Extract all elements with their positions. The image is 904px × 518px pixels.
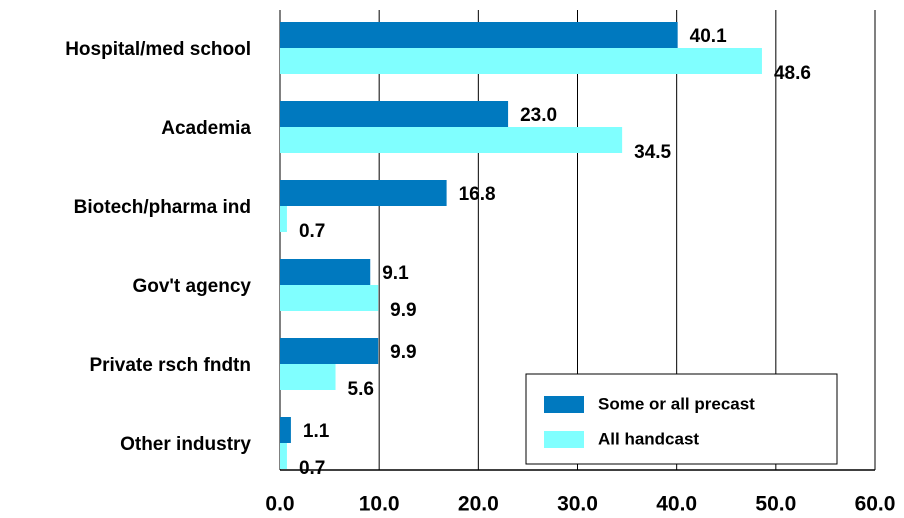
legend-box [525,373,838,465]
bar [280,285,379,311]
legend-swatch [544,431,584,448]
y-tick-label: Hospital/med school [65,39,251,60]
bar [280,127,623,153]
value-label: 9.1 [382,263,409,284]
value-label: 1.1 [303,421,330,442]
legend-swatch [544,396,584,413]
x-tick-label: 0.0 [265,493,294,516]
value-label: 9.9 [390,300,416,321]
bar [280,259,371,285]
x-tick-label: 40.0 [656,493,697,516]
value-label: 16.8 [459,184,496,205]
y-tick-label: Academia [161,118,251,139]
y-tick-label: Private rsch fndtn [89,355,251,376]
x-tick-label: 20.0 [458,493,499,516]
value-label: 34.5 [634,142,671,163]
value-label: 23.0 [520,105,557,126]
bar [280,48,762,74]
value-label: 0.7 [299,458,325,479]
y-tick-label: Gov't agency [132,276,251,297]
bar [280,338,379,364]
value-label: 48.6 [774,63,811,84]
x-tick-label: 50.0 [755,493,796,516]
value-label: 40.1 [690,26,727,47]
x-tick-label: 10.0 [359,493,400,516]
x-tick-label: 30.0 [557,493,598,516]
bar [280,417,291,443]
value-label: 9.9 [390,342,416,363]
legend-label: All handcast [598,429,699,448]
x-tick-label: 60.0 [855,493,896,516]
bar [280,180,447,206]
bar [280,101,509,127]
bar [280,22,678,48]
y-tick-label: Other industry [120,434,251,455]
legend-label: Some or all precast [598,394,755,413]
bar [280,443,287,469]
bar [280,364,336,390]
value-label: 5.6 [348,379,374,400]
y-tick-label: Biotech/pharma ind [74,197,251,218]
value-label: 0.7 [299,221,325,242]
bar [280,206,287,232]
